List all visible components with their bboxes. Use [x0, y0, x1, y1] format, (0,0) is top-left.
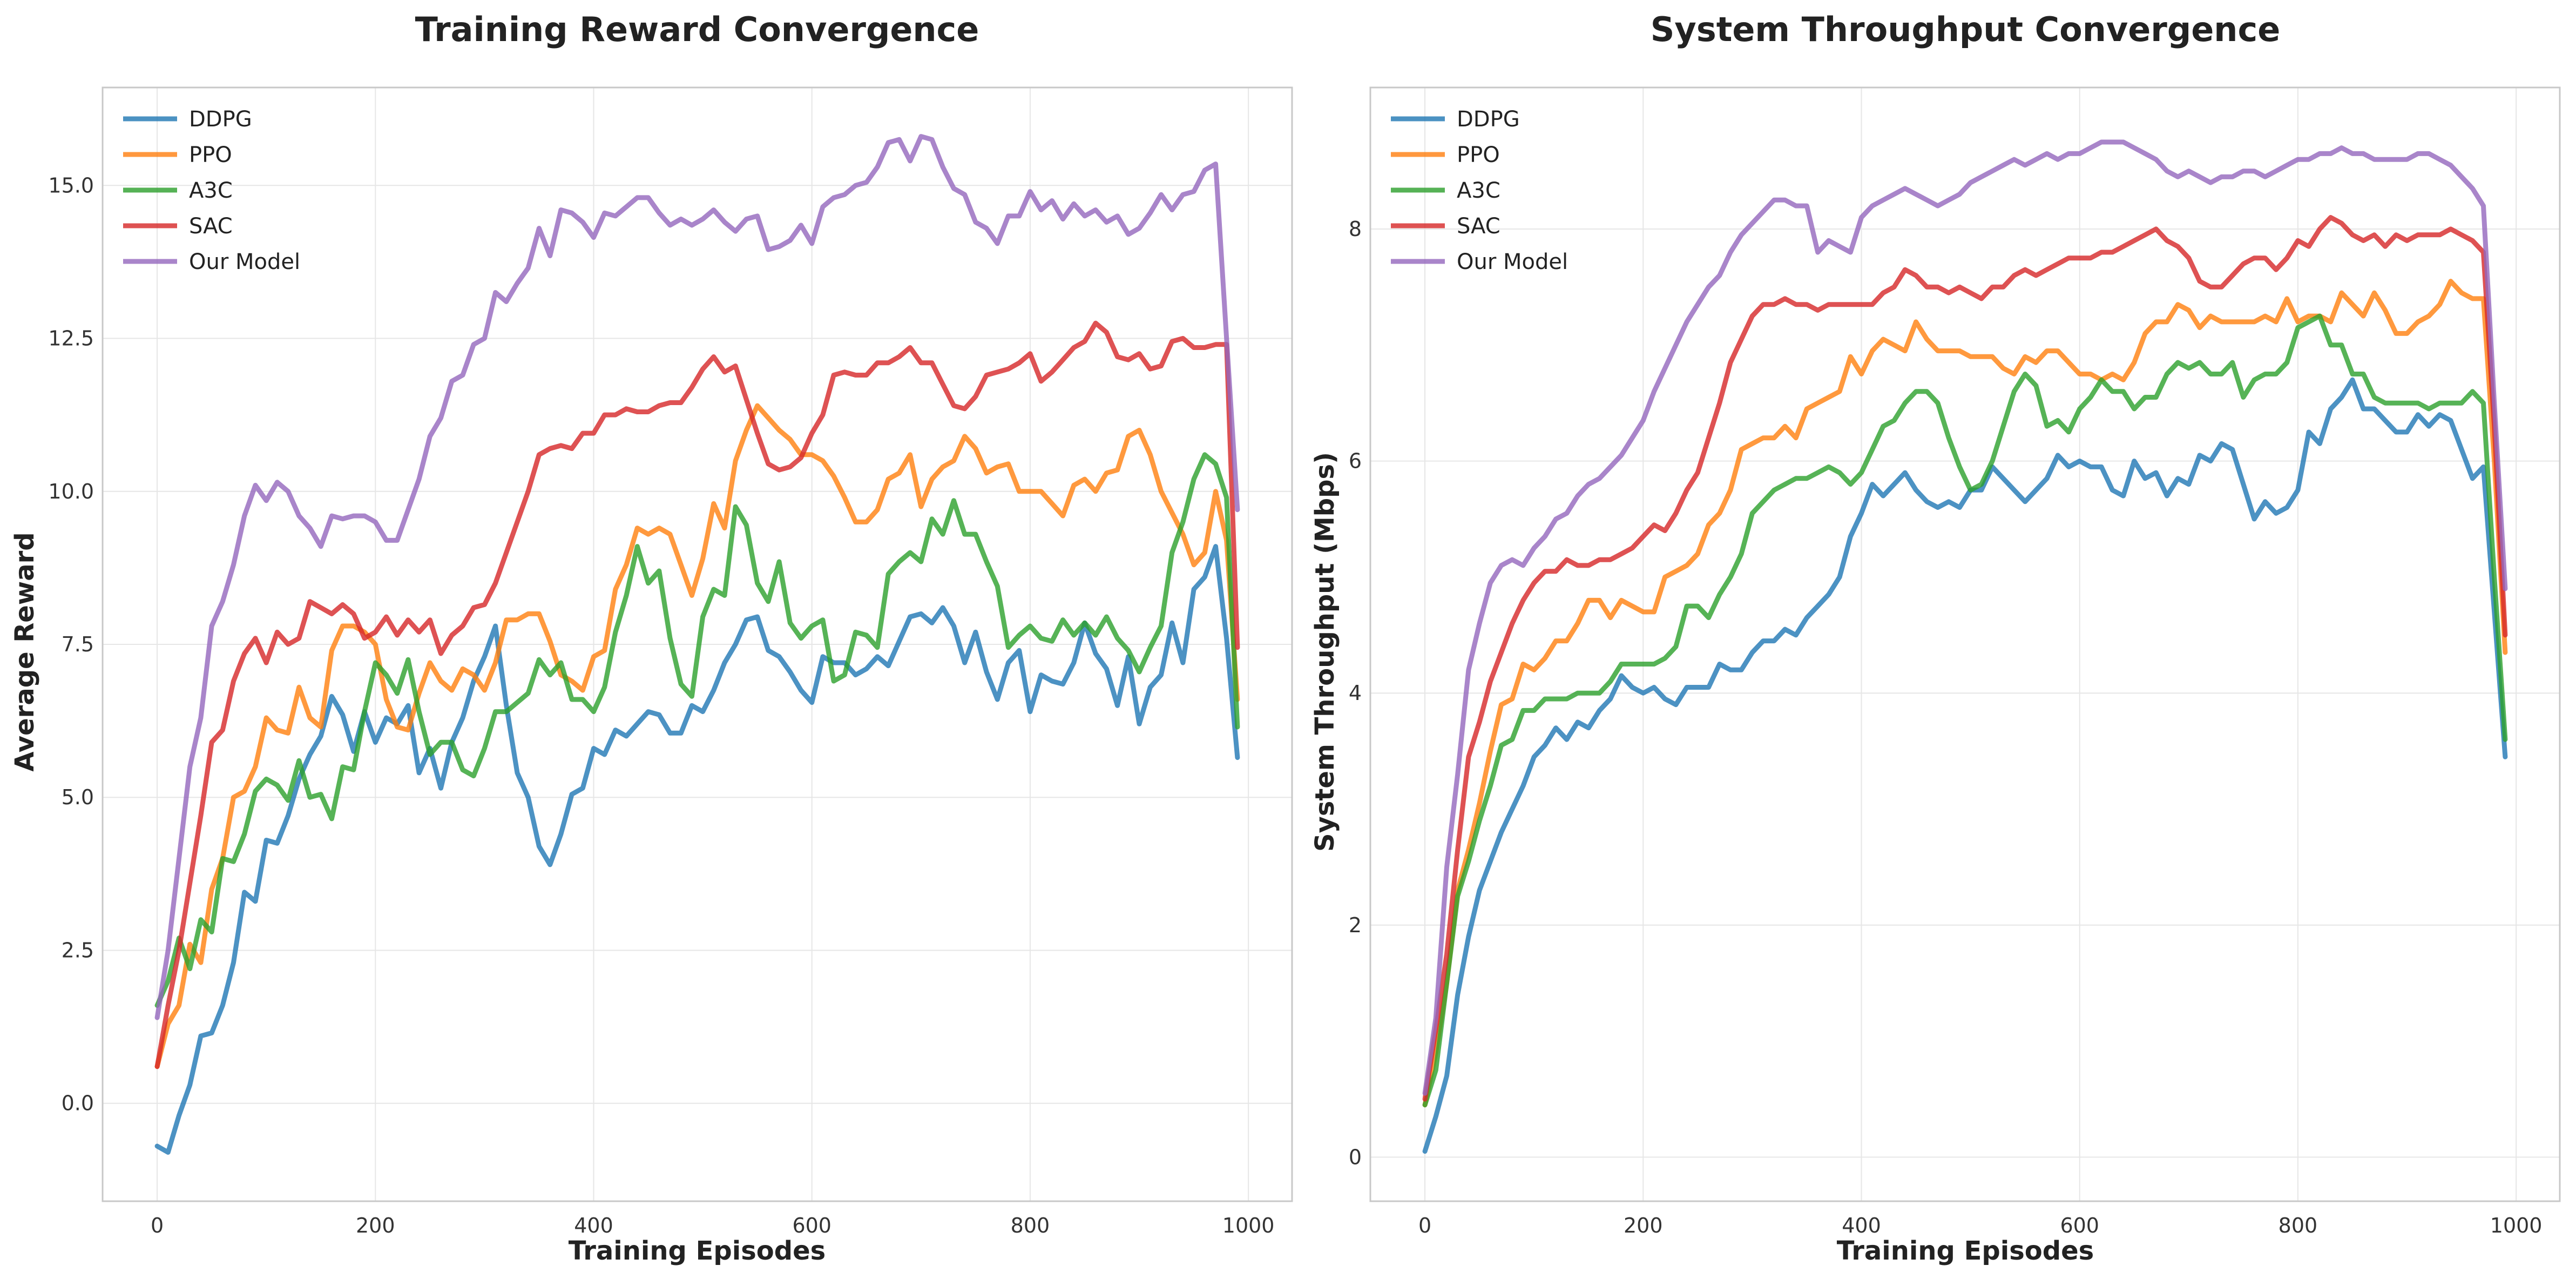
x-axis-label: Training Episodes [1837, 1236, 2094, 1266]
legend-item-ppo: PPO [1391, 143, 1500, 167]
x-tick-label: 600 [2060, 1214, 2099, 1237]
y-axis-label: System Throughput (Mbps) [1310, 452, 1340, 852]
x-tick-label: 400 [574, 1214, 613, 1237]
x-tick-label: 200 [356, 1214, 395, 1237]
reward-chart: Training Reward Convergence Training Epi… [10, 10, 1293, 1266]
legend-label: Our Model [189, 250, 300, 274]
legend-item-a3c: A3C [1391, 178, 1500, 203]
legend-item-a3c: A3C [123, 178, 233, 203]
x-tick-label: 600 [792, 1214, 831, 1237]
y-tick-label: 2.5 [62, 938, 94, 962]
x-tick-label: 0 [151, 1214, 164, 1237]
series-line-ppo [1422, 279, 2508, 1108]
legend-item-our-model: Our Model [123, 250, 300, 274]
series-line-a3c [1422, 313, 2508, 1108]
y-tick-label: 12.5 [48, 327, 94, 351]
legend-label: A3C [1457, 178, 1500, 203]
series-line-sac [1422, 215, 2508, 1102]
chart-title: System Throughput Convergence [1651, 10, 2281, 49]
legend-label: A3C [189, 178, 233, 203]
y-tick-label: 5.0 [62, 785, 94, 809]
legend-label: SAC [1457, 214, 1500, 239]
legend-label: DDPG [1457, 107, 1520, 132]
y-tick-label: 0.0 [62, 1092, 94, 1115]
series-line-sac [154, 320, 1240, 1069]
y-tick-label: 6 [1349, 449, 1362, 473]
legend-label: PPO [1457, 143, 1500, 167]
series-line-our-model [1422, 139, 2508, 1096]
x-axis-label: Training Episodes [569, 1236, 826, 1266]
chart-title: Training Reward Convergence [415, 10, 979, 49]
series-lines [154, 134, 1240, 1155]
legend-label: DDPG [189, 107, 252, 132]
throughput-chart: System Throughput Convergence Training E… [1310, 10, 2561, 1266]
legend-item-sac: SAC [123, 214, 233, 239]
series-line-a3c [154, 452, 1240, 1008]
x-tick-label: 1000 [2490, 1214, 2543, 1237]
y-tick-label: 2 [1349, 913, 1362, 937]
y-tick-label: 7.5 [62, 632, 94, 656]
series-line-ppo [154, 403, 1240, 1069]
x-tick-label: 800 [2278, 1214, 2318, 1237]
tick-labels: 0 200 400 600 800 1000 0 2 4 6 8 [1349, 217, 2543, 1237]
legend-item-ppo: PPO [123, 143, 232, 167]
plot-frame [1369, 86, 2561, 1202]
series-lines [1422, 139, 2508, 1154]
y-tick-label: 8 [1349, 217, 1362, 241]
legend-item-our-model: Our Model [1391, 250, 1568, 274]
series-line-our-model [154, 134, 1240, 1020]
legend: DDPG PPO A3C SAC Our Model [1391, 107, 1568, 274]
series-line-ddpg [1422, 377, 2508, 1154]
grid [1370, 87, 2560, 1201]
x-tick-label: 0 [1418, 1214, 1431, 1237]
legend-item-ddpg: DDPG [123, 107, 252, 132]
y-axis-label: Average Reward [10, 532, 40, 771]
y-tick-label: 10.0 [48, 480, 94, 503]
legend: DDPG PPO A3C SAC Our Model [123, 107, 300, 274]
legend-label: Our Model [1457, 250, 1568, 274]
legend-label: SAC [189, 214, 233, 239]
x-tick-label: 200 [1624, 1214, 1663, 1237]
x-tick-label: 800 [1011, 1214, 1050, 1237]
x-tick-label: 400 [1842, 1214, 1881, 1237]
legend-label: PPO [189, 143, 232, 167]
legend-item-ddpg: DDPG [1391, 107, 1520, 132]
plot-frame [102, 86, 1293, 1202]
y-tick-label: 0 [1349, 1145, 1362, 1169]
legend-item-sac: SAC [1391, 214, 1500, 239]
y-tick-label: 4 [1349, 681, 1362, 705]
series-line-ddpg [154, 544, 1240, 1155]
tick-labels: 0 200 400 600 800 1000 0.0 2.5 5.0 7.5 10.0 12.5 15.… [48, 173, 1274, 1237]
x-tick-label: 1000 [1222, 1214, 1275, 1237]
y-tick-label: 15.0 [48, 173, 94, 197]
